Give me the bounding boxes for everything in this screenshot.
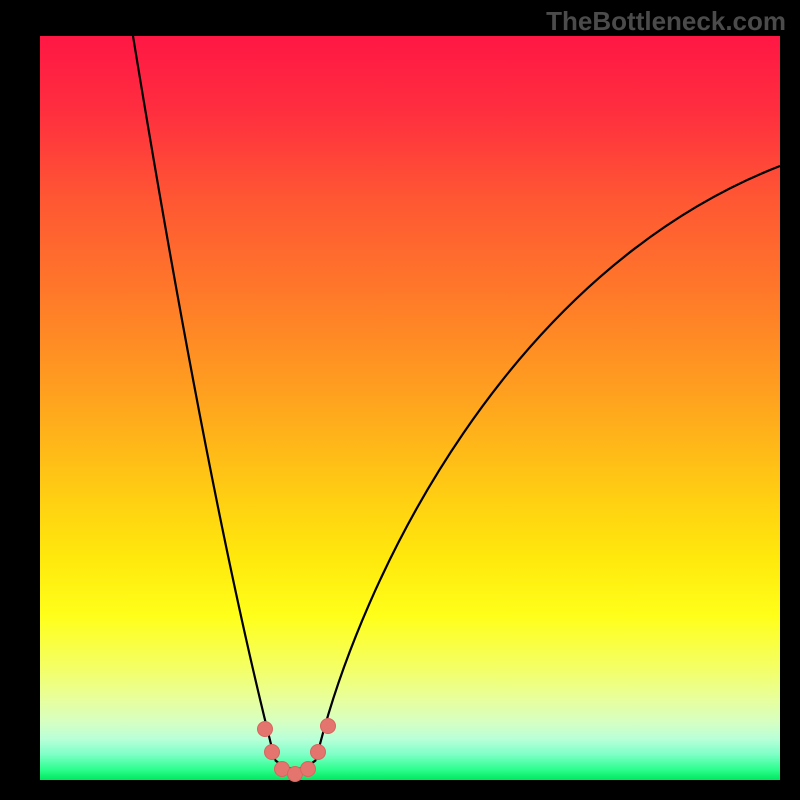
chart-container: TheBottleneck.com bbox=[0, 0, 800, 800]
watermark-text: TheBottleneck.com bbox=[546, 6, 786, 37]
gradient-plot-area bbox=[40, 36, 780, 780]
